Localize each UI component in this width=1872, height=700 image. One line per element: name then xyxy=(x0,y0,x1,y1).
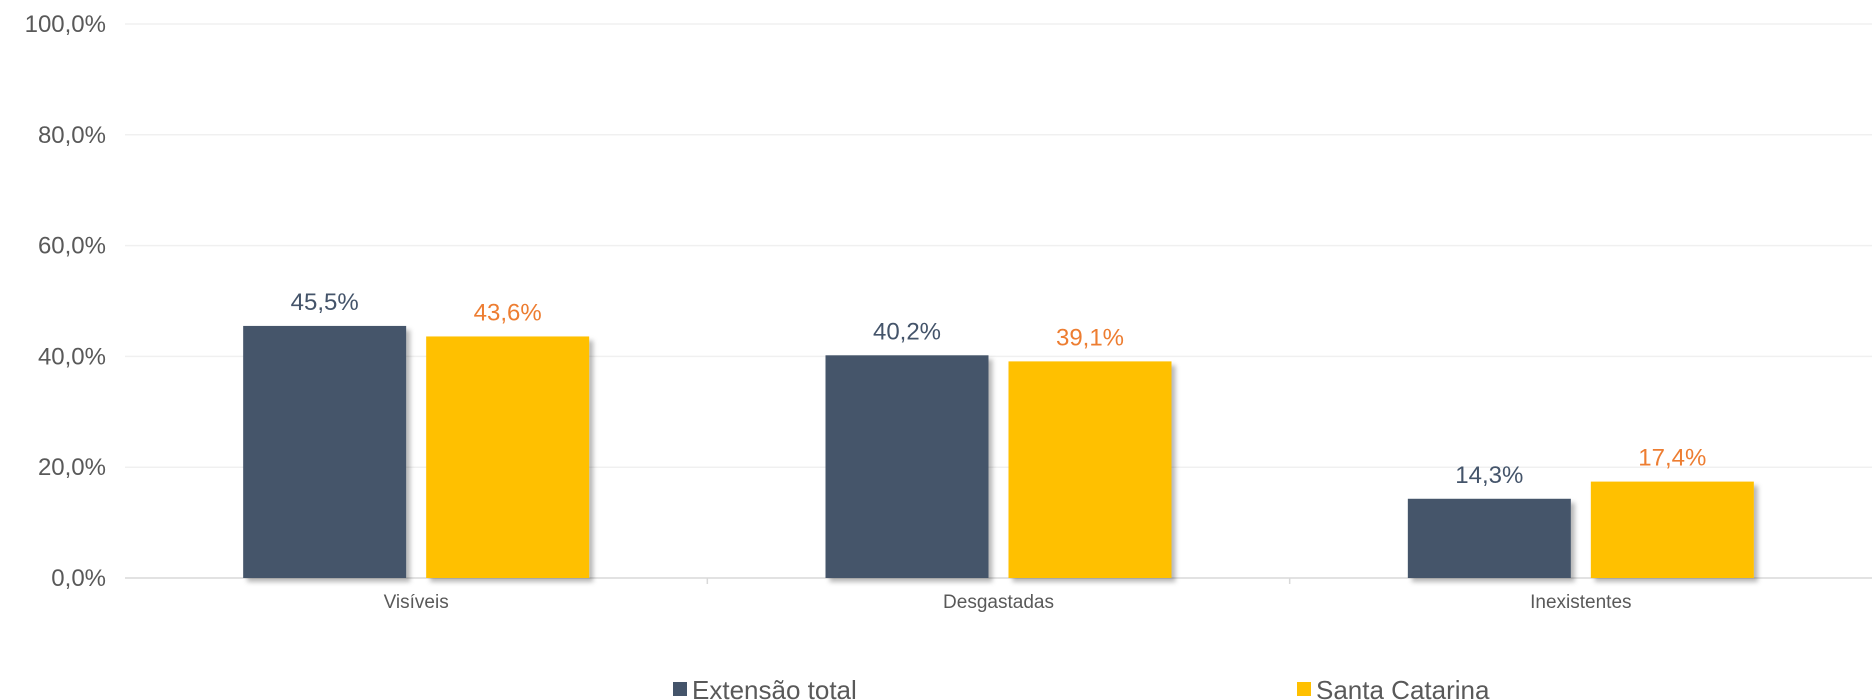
bar-santa-catarina-1 xyxy=(1008,361,1172,578)
bar-santa-catarina-2 xyxy=(1590,481,1754,578)
data-label: 17,4% xyxy=(1638,445,1706,472)
y-tick-label: 60,0% xyxy=(38,233,106,260)
bar-extensao-total-0 xyxy=(243,325,407,578)
x-tick-label: Visíveis xyxy=(384,592,449,613)
bar-extensao-total-2 xyxy=(1407,498,1571,578)
legend: Extensão total Santa Catarina xyxy=(673,675,1490,700)
data-label: 14,3% xyxy=(1455,462,1523,489)
y-tick-label: 40,0% xyxy=(38,343,106,370)
legend-label: Santa Catarina xyxy=(1316,675,1490,700)
x-axis-tick-labels: Visíveis Desgastadas Inexistentes xyxy=(384,592,1632,613)
y-tick-label: 100,0% xyxy=(25,11,106,38)
legend-label: Extensão total xyxy=(692,675,857,700)
x-tick-label: Inexistentes xyxy=(1530,592,1631,613)
legend-swatch xyxy=(1297,682,1311,696)
bar-santa-catarina-0 xyxy=(426,336,590,578)
x-tick-label: Desgastadas xyxy=(943,592,1054,613)
y-axis-tick-labels: 0,0% 20,0% 40,0% 60,0% 80,0% 100,0% xyxy=(25,11,106,592)
data-label: 45,5% xyxy=(291,289,359,316)
y-tick-label: 80,0% xyxy=(38,122,106,149)
gridlines xyxy=(125,23,1872,584)
y-tick-label: 0,0% xyxy=(51,565,106,592)
bar-extensao-total-1 xyxy=(825,355,989,578)
data-label: 39,1% xyxy=(1056,324,1124,351)
data-label: 40,2% xyxy=(873,318,941,345)
data-label: 43,6% xyxy=(474,299,542,326)
bars xyxy=(243,325,1754,578)
y-tick-label: 20,0% xyxy=(38,454,106,481)
data-labels: 45,5% 43,6% 40,2% 39,1% 14,3% 17,4% xyxy=(291,289,1707,489)
legend-swatch xyxy=(673,682,687,696)
